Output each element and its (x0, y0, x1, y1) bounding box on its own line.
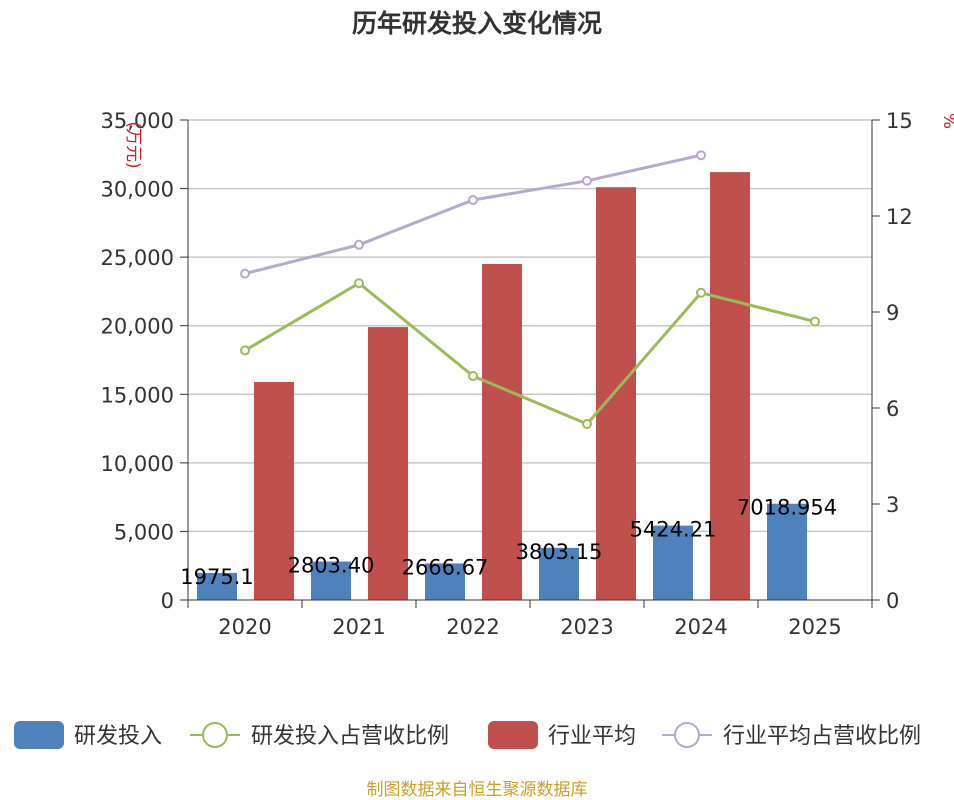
x-axis-tick-label: 2021 (332, 615, 385, 639)
left-axis-tick-label: 15,000 (101, 383, 174, 407)
bar-rd-investment (767, 503, 807, 600)
left-axis-tick-label: 10,000 (101, 452, 174, 476)
point-rd-ratio (354, 278, 364, 289)
legend-marker (674, 722, 700, 748)
line-rd-ratio (244, 281, 816, 426)
left-axis-unit: (万元) (123, 121, 143, 168)
x-axis-tick-label: 2023 (560, 615, 613, 639)
bar-industry-average (596, 187, 636, 600)
x-axis-tick-label: 2020 (218, 615, 271, 639)
legend-swatch (488, 721, 538, 749)
left-axis-tick-label: 0 (161, 589, 174, 613)
point-rd-ratio (810, 316, 820, 327)
bar-industry-average (254, 381, 294, 600)
x-axis-tick-label: 2024 (674, 615, 727, 639)
bar-data-label: 7018.954 (737, 496, 837, 520)
legend-label: 行业平均 (548, 724, 636, 749)
right-axis-tick-label: 6 (886, 397, 899, 421)
point-industry-ratio (582, 175, 592, 186)
legend: 研发投入 研发投入占营收比例 行业平均 行业平均占营收比例 (14, 721, 921, 749)
x-axis-tick-label: 2025 (788, 615, 841, 639)
point-industry-ratio (354, 239, 364, 250)
point-industry-ratio (240, 268, 250, 279)
point-rd-ratio (468, 371, 478, 381)
data-labels: 1975.1 2803.40 2666.67 3803.15 5424.21 7018.9… (180, 496, 837, 589)
legend-marker (202, 722, 228, 748)
bar-data-label: 5424.21 (630, 518, 717, 542)
bar-rd-investment (197, 572, 237, 600)
bars (197, 172, 807, 600)
bar-data-label: 2666.67 (402, 555, 489, 579)
bar-rd-investment (311, 561, 351, 600)
right-axis-tick-label: 9 (886, 301, 899, 325)
axes: 0 5,000 10,000 15,000 20,000 25,000 30,000 35,0… (101, 109, 913, 639)
point-rd-ratio (240, 345, 250, 356)
point-industry-ratio (696, 150, 706, 161)
chart-title: 历年研发投入变化情况 (352, 9, 602, 38)
bar-industry-average (368, 327, 408, 600)
left-axis-tick-label: 25,000 (101, 246, 174, 270)
point-rd-ratio (582, 419, 592, 429)
bar-industry-average (710, 172, 750, 600)
gridlines (188, 119, 872, 533)
bar-rd-investment (653, 525, 693, 600)
bar-data-label: 3803.15 (516, 540, 603, 564)
bar-data-label: 1975.1 (180, 565, 253, 589)
point-rd-ratio (696, 287, 706, 298)
legend-label: 研发投入 (74, 724, 162, 749)
bar-data-label: 2803.40 (288, 554, 375, 578)
bar-industry-average (482, 264, 522, 600)
bar-rd-investment (539, 547, 579, 600)
source-note: 制图数据来自恒生聚源数据库 (367, 780, 588, 800)
legend-swatch (14, 721, 64, 749)
left-axis-tick-label: 20,000 (101, 315, 174, 339)
legend-label: 研发投入占营收比例 (251, 724, 449, 749)
right-axis-tick-label: 12 (886, 205, 913, 229)
lines (240, 150, 820, 429)
point-industry-ratio (468, 195, 478, 205)
left-axis-tick-label: 5,000 (114, 520, 174, 544)
legend-label: 行业平均占营收比例 (723, 724, 921, 749)
left-axis-tick-label: 35,000 (101, 109, 174, 133)
left-axis-tick-label: 30,000 (101, 178, 174, 202)
x-axis-tick-label: 2022 (446, 615, 499, 639)
right-axis-unit: % (939, 113, 954, 129)
right-axis-tick-label: 15 (886, 109, 913, 133)
right-axis-tick-label: 3 (886, 493, 899, 517)
bar-rd-investment (425, 563, 465, 600)
right-axis-tick-label: 0 (886, 589, 899, 613)
